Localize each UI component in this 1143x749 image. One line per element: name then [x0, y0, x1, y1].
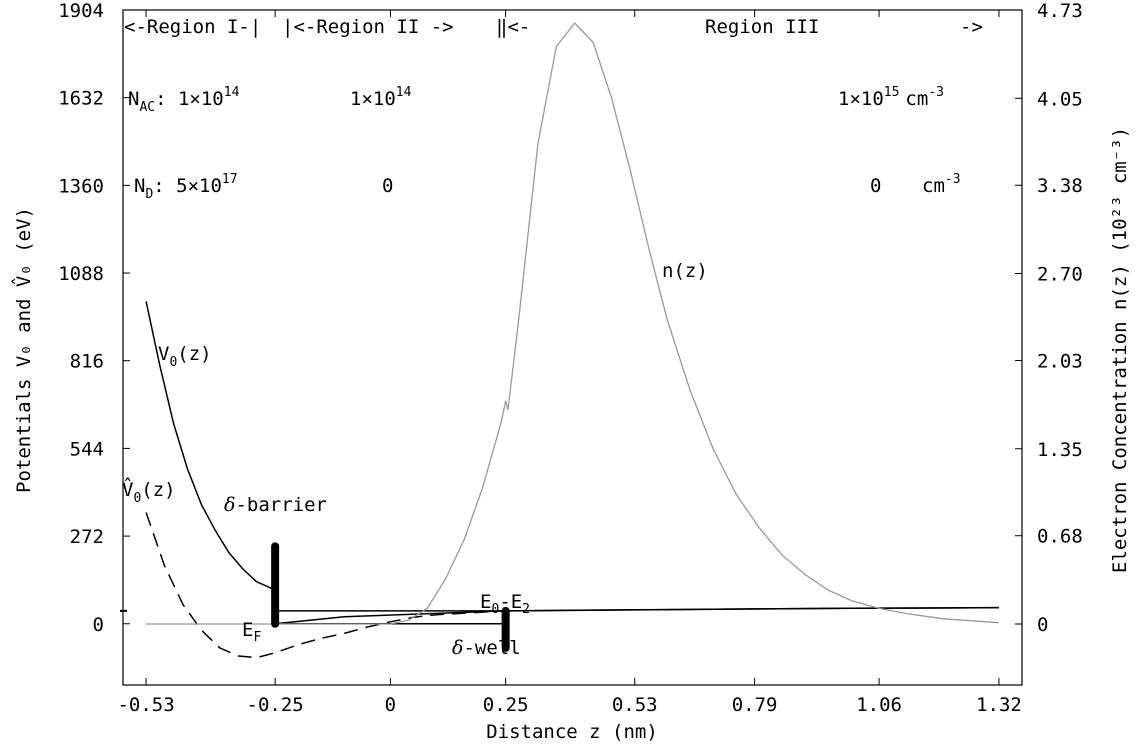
x-axis-title: Distance z (nm) [486, 721, 658, 743]
y-left-axis-title: Potentials V₀ and V̂₀ (eV) [11, 207, 35, 493]
region-iii-label: Region III [705, 16, 819, 38]
x-tick-label: 0.25 [483, 694, 529, 716]
x-tick-label: 0.53 [612, 694, 658, 716]
delta-barrier-label: δ-barrier [224, 494, 327, 516]
region-iii-arrow: -> [960, 16, 983, 38]
y-right-tick-label: 4.05 [1037, 88, 1083, 110]
x-tick-label: 0 [385, 694, 396, 716]
nd-unit: cm-3 [922, 172, 961, 197]
series-n-z--line [146, 22, 999, 625]
y-left-tick-label: 816 [70, 351, 104, 373]
x-tick-label: 0.79 [732, 694, 778, 716]
nac-region-iii-value: 1×1015 cm-3 [838, 85, 944, 110]
nd-region-ii-value: 0 [382, 175, 393, 197]
delta-well-label: δ-well [452, 637, 521, 659]
nd-region-iii-value: 0 [870, 175, 881, 197]
plot-frame [122, 9, 1023, 686]
y-left-tick-label: 1360 [58, 175, 104, 197]
y-right-tick-label: 1.35 [1037, 439, 1083, 461]
e0-e2-label: E0-E2 [480, 591, 530, 617]
region-i-label: <-Region I-| [124, 16, 261, 38]
series-layer [120, 22, 999, 659]
y-right-tick-label: 4.73 [1037, 0, 1083, 22]
x-tick-label: -0.25 [247, 694, 304, 716]
x-tick-label: 1.32 [976, 694, 1022, 716]
y-right-axis-title: Electron Concentration n(z) (10²³ cm⁻³) [1109, 127, 1131, 573]
region-separator: ‖<- [496, 16, 530, 38]
region-ii-label: |<-Region II -> [282, 16, 454, 38]
marker-layer [271, 542, 510, 652]
y-left-tick-label: 0 [93, 614, 104, 636]
y-right-tick-label: 2.70 [1037, 264, 1083, 286]
y-right-tick-label: 0 [1037, 614, 1048, 636]
y-right-tick-label: 0.68 [1037, 526, 1083, 548]
v0hat-curve-label: V̂0(z) [122, 477, 176, 506]
series-v-0-z--line [145, 512, 506, 659]
v0-curve-label: V0(z) [158, 343, 212, 370]
ef-label: EF [242, 619, 261, 645]
nac-region-ii-value: 1×1014 [350, 85, 412, 110]
y-left-tick-label: 544 [70, 438, 104, 460]
nd-row-label: ND: 5×1017 [134, 172, 238, 202]
y-left-tick-label: 1088 [58, 263, 104, 285]
nz-curve-label: n(z) [662, 260, 708, 282]
y-left-tick-label: 272 [70, 526, 104, 548]
y-left-tick-label: 1632 [58, 88, 104, 110]
x-tick-label: -0.53 [117, 694, 174, 716]
y-left-tick-label: 1904 [58, 0, 104, 22]
y-right-tick-label: 2.03 [1037, 350, 1083, 372]
series-e0-e2-line [275, 606, 999, 612]
y-right-tick-label: 3.38 [1037, 175, 1083, 197]
axis-ticks: -0.53 -0.25 0 0.25 0.53 0.79 1.06 1.32 0 272 544 81… [58, 0, 1083, 716]
x-tick-label: 1.06 [856, 694, 902, 716]
nac-row-label: NAC: 1×1014 [128, 85, 240, 115]
